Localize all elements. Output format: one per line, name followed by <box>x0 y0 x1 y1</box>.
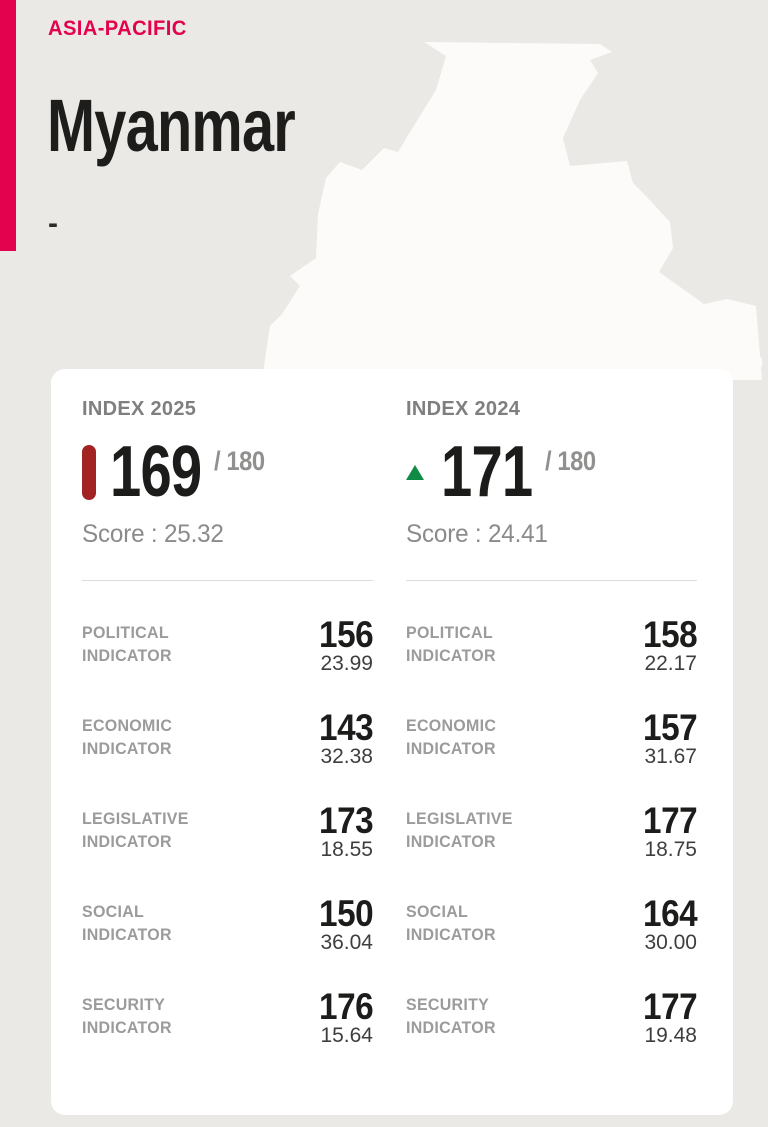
indicator-label-line2: INDICATOR <box>82 832 172 851</box>
indicator-label-line1: SOCIAL <box>82 902 145 921</box>
indicator-row-social: SOCIAL INDICATOR 150 36.04 <box>82 893 374 959</box>
column-title: INDEX 2025 <box>82 398 197 420</box>
indicator-row-social: SOCIAL INDICATOR 164 30.00 <box>406 893 698 959</box>
indicator-score: 19.48 <box>644 1024 697 1047</box>
indicator-label: LEGISLATIVE INDICATOR <box>82 807 189 866</box>
indicator-label-line1: ECONOMIC <box>406 716 497 735</box>
indicator-label-line2: INDICATOR <box>82 739 172 758</box>
indicator-row-political: POLITICAL INDICATOR 158 22.17 <box>406 614 698 680</box>
indicator-score: 32.38 <box>320 745 373 768</box>
index-card: INDEX 2025 169 / 180 Score : 25.32 POLIT… <box>51 369 733 1115</box>
indicator-label-line2: INDICATOR <box>406 832 496 851</box>
indicator-row-security: SECURITY INDICATOR 176 15.64 <box>82 986 374 1052</box>
indicator-row-legislative: LEGISLATIVE INDICATOR 173 18.55 <box>82 800 374 866</box>
indicator-score: 22.17 <box>644 652 697 675</box>
rank-line: 171 / 180 <box>406 432 697 512</box>
indicator-rank: 143 <box>318 707 374 748</box>
indicator-label-line1: LEGISLATIVE <box>82 809 189 828</box>
rank-value: 169 <box>110 432 202 512</box>
indicator-rank: 157 <box>642 707 698 748</box>
indicator-score: 31.67 <box>644 745 697 768</box>
indicator-rank: 173 <box>318 800 374 841</box>
hero-section: ASIA-PACIFIC Myanmar - <box>0 0 768 380</box>
rank-denominator: / 180 <box>214 446 265 476</box>
region-label: ASIA-PACIFIC <box>48 17 187 40</box>
indicator-label: POLITICAL INDICATOR <box>406 621 496 680</box>
indicator-label-line2: INDICATOR <box>406 925 496 944</box>
indicator-label-line1: ECONOMIC <box>82 716 173 735</box>
indicator-rank: 150 <box>318 893 374 934</box>
indicator-rank: 156 <box>318 614 374 655</box>
indicator-rank: 176 <box>318 986 374 1027</box>
indicator-label-line2: INDICATOR <box>406 646 496 665</box>
indicator-label-line2: INDICATOR <box>82 1018 172 1037</box>
rank-value: 171 <box>441 432 533 512</box>
indicator-rank: 177 <box>642 800 698 841</box>
column-title: INDEX 2024 <box>406 398 521 420</box>
indicator-score: 23.99 <box>320 652 373 675</box>
indicator-label: ECONOMIC INDICATOR <box>82 714 172 773</box>
country-note-dash: - <box>48 207 58 240</box>
indicator-row-political: POLITICAL INDICATOR 156 23.99 <box>82 614 374 680</box>
indicator-label-line1: SOCIAL <box>406 902 469 921</box>
indicator-row-security: SECURITY INDICATOR 177 19.48 <box>406 986 698 1052</box>
indicator-label-line1: POLITICAL <box>406 623 493 642</box>
indicator-label-line1: LEGISLATIVE <box>406 809 513 828</box>
indicator-label: SOCIAL INDICATOR <box>82 900 172 959</box>
indicator-score: 36.04 <box>320 931 373 954</box>
indicator-rank: 164 <box>642 893 698 934</box>
rank-bar-icon <box>82 445 96 500</box>
rank-denominator: / 180 <box>545 446 596 476</box>
indicator-label-line2: INDICATOR <box>406 739 496 758</box>
indicator-label: SOCIAL INDICATOR <box>406 900 496 959</box>
indicator-label: POLITICAL INDICATOR <box>82 621 172 680</box>
indicator-label: SECURITY INDICATOR <box>82 993 172 1052</box>
indicator-label: SECURITY INDICATOR <box>406 993 496 1052</box>
trend-up-icon <box>406 465 424 480</box>
index-column-2025: INDEX 2025 169 / 180 Score : 25.32 POLIT… <box>82 397 373 1052</box>
rank-line: 169 / 180 <box>82 432 373 512</box>
indicator-score: 15.64 <box>320 1024 373 1047</box>
indicator-row-economic: ECONOMIC INDICATOR 143 32.38 <box>82 707 374 773</box>
indicator-label-line2: INDICATOR <box>82 646 172 665</box>
indicator-label: LEGISLATIVE INDICATOR <box>406 807 513 866</box>
myanmar-map-silhouette <box>0 0 768 385</box>
indicator-score: 18.75 <box>644 838 697 861</box>
indicator-row-economic: ECONOMIC INDICATOR 157 31.67 <box>406 707 698 773</box>
accent-bar <box>0 0 16 251</box>
indicator-score: 30.00 <box>644 931 697 954</box>
indicator-label-line1: SECURITY <box>406 995 490 1014</box>
column-divider <box>82 580 373 581</box>
indicator-label: ECONOMIC INDICATOR <box>406 714 496 773</box>
column-divider <box>406 580 697 581</box>
indicator-label-line2: INDICATOR <box>82 925 172 944</box>
index-column-2024: INDEX 2024 171 / 180 Score : 24.41 POLIT… <box>406 397 697 1052</box>
indicator-label-line2: INDICATOR <box>406 1018 496 1037</box>
indicator-score: 18.55 <box>320 838 373 861</box>
indicator-rank: 177 <box>642 986 698 1027</box>
indicator-label-line1: POLITICAL <box>82 623 169 642</box>
score-line: Score : 25.32 <box>82 520 224 548</box>
indicator-row-legislative: LEGISLATIVE INDICATOR 177 18.75 <box>406 800 698 866</box>
indicator-label-line1: SECURITY <box>82 995 166 1014</box>
score-line: Score : 24.41 <box>406 520 548 548</box>
indicator-rank: 158 <box>642 614 698 655</box>
country-title: Myanmar <box>47 84 296 167</box>
